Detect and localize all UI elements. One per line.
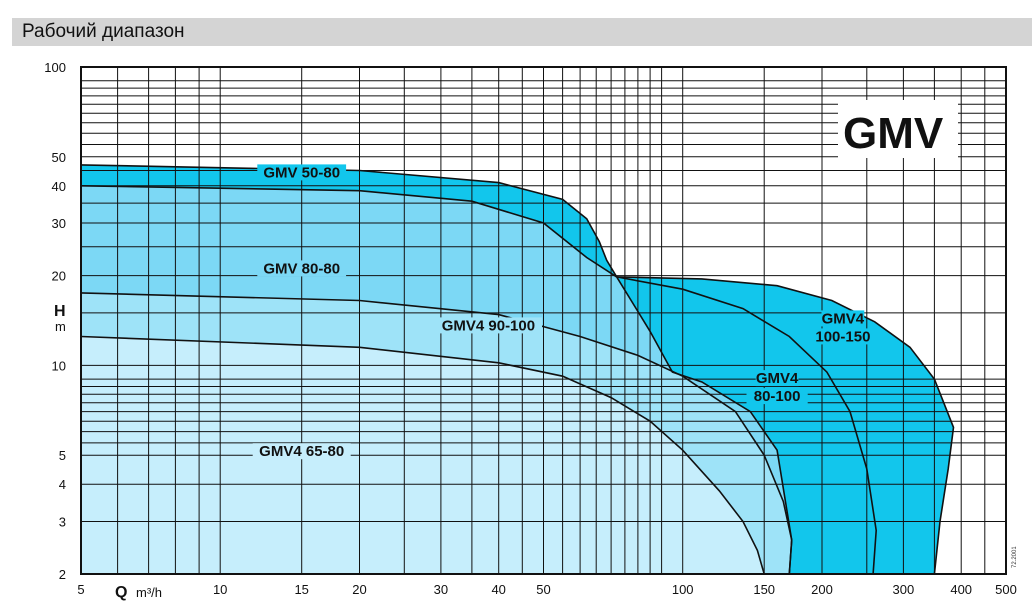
x-tick-label: 40 [491,582,505,597]
y-tick-labels: 2 3 4 5 10 20 30 40 50 100 [44,60,66,582]
x-tick-label: 100 [672,582,694,597]
series-label-text: 80-100 [754,388,801,405]
series-label-text: GMV 80-80 [263,260,340,277]
curve-gmv-80-80 [80,185,793,575]
y-axis-unit: m [55,319,66,334]
series-label-bg [257,260,347,277]
series-label-bg [257,164,347,181]
series-label-text: GMV4 [756,370,799,387]
page-title: Рабочий диапазон [22,21,185,42]
series-label-gmv4-90-100: GMV4 90-100 [434,317,542,334]
series-label-text: GMV4 [822,310,865,327]
y-tick-label: 30 [52,216,66,231]
y-tick-label: 3 [59,515,66,530]
x-tick-label: 300 [893,582,915,597]
series-label-bg [252,443,351,460]
x-tick-label: 400 [950,582,972,597]
y-tick-label: 2 [59,567,66,582]
x-tick-label: 500 [995,582,1017,597]
series-label-bg [821,310,865,327]
curve-gmv4-80-100 [616,276,878,575]
x-tick-label: 15 [294,582,308,597]
x-tick-label: 150 [753,582,775,597]
plot-frame [80,66,1007,575]
x-tick-label: 5 [77,582,84,597]
curve-lines [80,164,955,575]
series-label-text: GMV4 90-100 [442,317,535,334]
y-tick-label: 100 [44,60,66,75]
x-tick-label: 20 [352,582,366,597]
grid [80,66,1007,575]
series-label-gmv-80-80: GMV 80-80 [257,260,347,277]
x-tick-label: 200 [811,582,833,597]
x-tick-labels: 5 10 15 20 30 40 50 100 150 200 300 400 500 [77,582,1016,597]
series-label-bg [434,317,542,334]
y-tick-label: 40 [52,179,66,194]
y-tick-label: 10 [52,358,66,373]
series-label-text: 100-150 [815,328,870,345]
y-axis-symbol: H [54,303,66,320]
area-regions [81,164,954,575]
x-tick-label: 50 [536,582,550,597]
y-tick-label: 20 [52,269,66,284]
y-tick-label: 50 [52,150,66,165]
chart-title: GMV [843,109,944,158]
x-tick-label: 30 [434,582,448,597]
curve-gmv4-90-100 [80,292,793,575]
x-axis-symbol: Q [115,584,127,601]
x-tick-label: 10 [213,582,227,597]
series-label-bg [746,388,808,405]
series-label-gmv4-65-80: GMV4 65-80 [252,443,351,460]
series-label-bg [807,328,879,345]
y-tick-label: 4 [59,477,66,492]
x-axis-unit: m³/h [136,585,162,600]
curve-gmv4-65-80 [80,335,765,575]
code-label: 72.2001 [1012,546,1018,568]
curve-gmv4-100-150 [616,276,955,575]
header-bar: Рабочий диапазон [12,18,1032,46]
y-tick-label: 5 [59,448,66,463]
series-label-bg [755,370,799,387]
series-label-text: GMV 50-80 [263,164,340,181]
curve-gmv-50-80 [80,164,618,278]
series-label-gmv-50-80: GMV 50-80 [257,164,347,181]
brand-backdrop [838,100,958,158]
series-label-text: GMV4 65-80 [259,443,344,460]
